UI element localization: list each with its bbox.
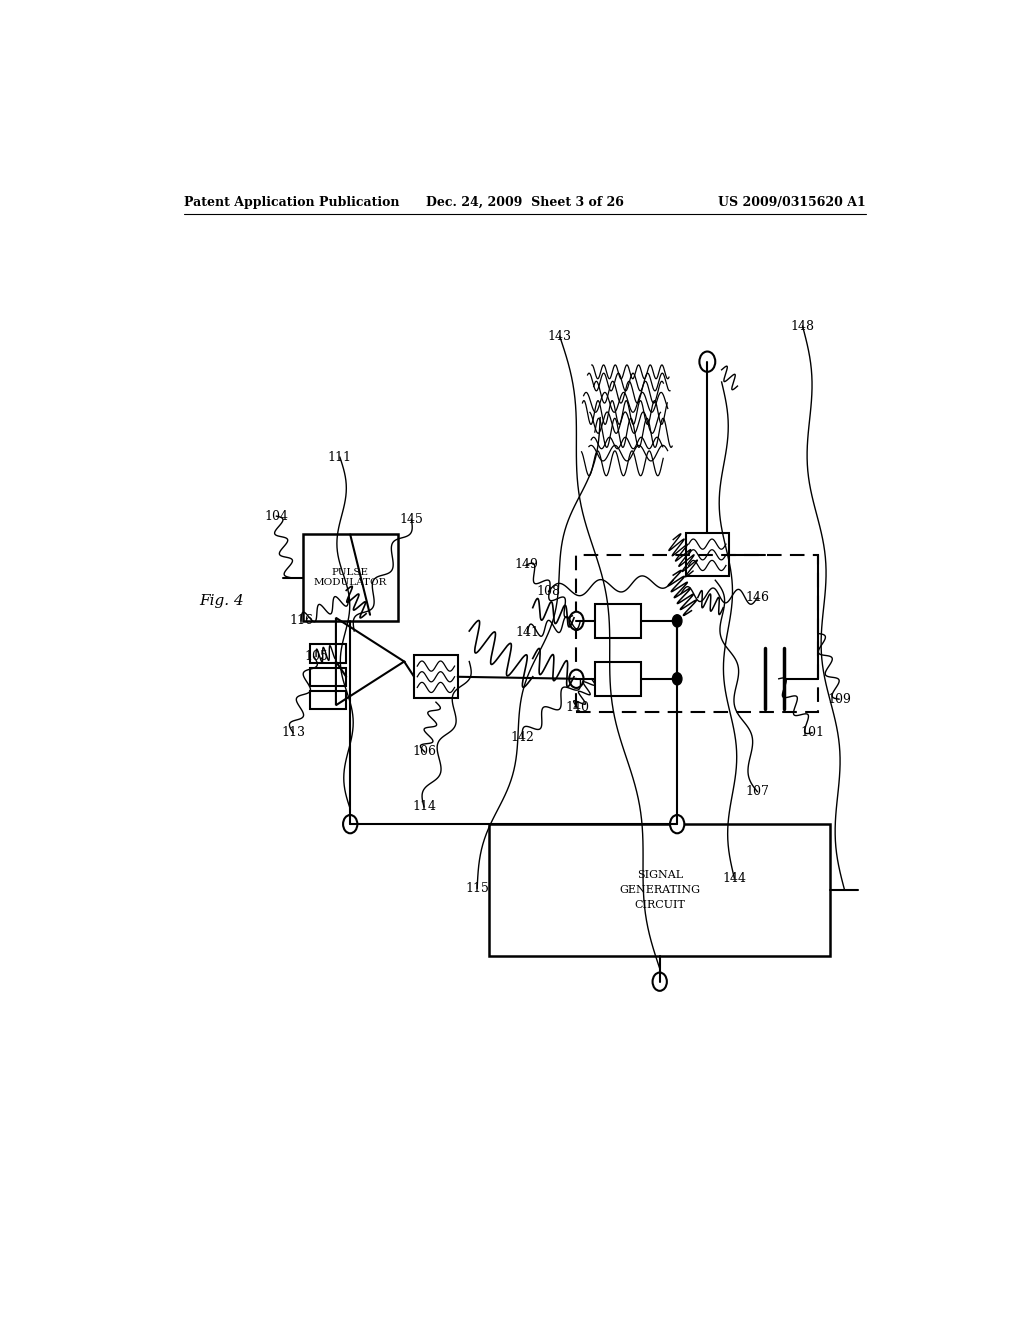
- Text: PULSE
MODULATOR: PULSE MODULATOR: [313, 568, 387, 587]
- Text: 106: 106: [413, 746, 437, 759]
- Circle shape: [569, 611, 584, 630]
- Bar: [414, 656, 458, 698]
- Text: 141: 141: [515, 626, 540, 639]
- Text: 104: 104: [264, 510, 289, 523]
- Bar: [309, 668, 346, 686]
- Text: 107: 107: [745, 785, 769, 799]
- Bar: [309, 644, 346, 663]
- Text: 108: 108: [537, 585, 560, 598]
- Text: 105: 105: [304, 649, 328, 663]
- Text: 140: 140: [565, 701, 589, 714]
- Text: 149: 149: [514, 558, 539, 572]
- Text: 113: 113: [281, 726, 305, 739]
- Text: SIGNAL
GENERATING
CIRCUIT: SIGNAL GENERATING CIRCUIT: [620, 870, 700, 909]
- Bar: [303, 535, 397, 620]
- Text: US 2009/0315620 A1: US 2009/0315620 A1: [718, 195, 866, 209]
- Text: 114: 114: [412, 800, 436, 813]
- Text: 143: 143: [548, 330, 571, 343]
- Text: 116: 116: [289, 614, 313, 627]
- Circle shape: [673, 615, 682, 627]
- Circle shape: [699, 351, 716, 372]
- Text: 148: 148: [791, 319, 814, 333]
- Circle shape: [673, 673, 682, 685]
- Circle shape: [569, 669, 584, 688]
- Text: Fig. 4: Fig. 4: [200, 594, 244, 607]
- Text: 142: 142: [511, 731, 535, 744]
- Text: 101: 101: [800, 726, 824, 739]
- Circle shape: [343, 814, 357, 833]
- Text: 146: 146: [745, 591, 769, 605]
- Bar: [577, 554, 818, 713]
- Text: Patent Application Publication: Patent Application Publication: [183, 195, 399, 209]
- Text: 111: 111: [328, 450, 352, 463]
- Bar: [595, 605, 641, 638]
- Bar: [595, 663, 641, 696]
- Bar: [685, 533, 729, 576]
- Text: Dec. 24, 2009  Sheet 3 of 26: Dec. 24, 2009 Sheet 3 of 26: [426, 195, 624, 209]
- Circle shape: [652, 973, 667, 991]
- Text: 145: 145: [399, 512, 423, 525]
- Text: 115: 115: [465, 882, 489, 895]
- Text: 109: 109: [827, 693, 851, 706]
- Text: 144: 144: [722, 871, 746, 884]
- Bar: [489, 824, 830, 956]
- Bar: [309, 690, 346, 709]
- Circle shape: [670, 814, 684, 833]
